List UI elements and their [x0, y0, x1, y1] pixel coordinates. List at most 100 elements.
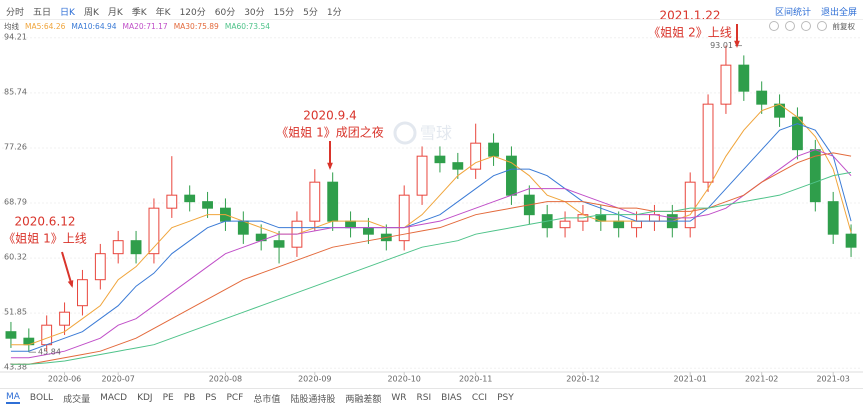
y-tick-label: 51.85	[4, 308, 27, 317]
period-tab[interactable]: 日K	[60, 7, 75, 18]
candle-body	[827, 201, 839, 235]
indicator-tab[interactable]: 成交量	[63, 394, 91, 405]
y-tick-label: 94.21	[4, 32, 27, 41]
period-tab[interactable]: 季K	[131, 7, 147, 18]
annotation-text: 2020.6.12	[14, 215, 75, 229]
indicator-tab[interactable]: PSY	[497, 393, 514, 403]
candle-body	[416, 155, 428, 196]
candle-body	[184, 194, 196, 203]
legend-entry: MA20:71.17	[122, 21, 168, 31]
watermark-icon	[393, 121, 417, 145]
indicator-tab[interactable]: PCF	[226, 393, 244, 403]
annotation-text: 《姐姐 2》上线	[648, 26, 731, 40]
indicator-tab[interactable]: PS	[205, 393, 217, 403]
indicator-tab[interactable]: BOLL	[29, 393, 54, 403]
x-tick-label: 2020-09	[298, 375, 331, 384]
indicator-tab[interactable]: RSI	[416, 393, 432, 403]
period-tabs: 分时 五日 日K 周K 月K 季K 年K 120分 60分 30分 15分 5分 1分	[6, 3, 342, 19]
period-tab[interactable]: 5分	[303, 7, 318, 18]
x-tick-label: 2021-03	[816, 375, 849, 384]
ma-legend: 均线 MA5:64.26 MA10:64.94 MA20:71.17 MA30:75.8…	[4, 20, 270, 32]
period-tab[interactable]: 60分	[214, 7, 236, 18]
x-tick-label: 2020-10	[387, 375, 420, 384]
legend-entry: MA60:73.54	[224, 21, 270, 31]
adjust-controls: 前复权	[768, 20, 856, 32]
candle-body	[94, 253, 106, 281]
candle-body	[613, 220, 625, 229]
indicator-tab[interactable]: WR	[391, 393, 407, 403]
candle-body	[720, 64, 732, 105]
indicator-tab[interactable]: CCI	[471, 393, 488, 403]
ma-line	[10, 123, 852, 352]
candle-body	[309, 181, 321, 222]
indicator-tab[interactable]: 陆股通持股	[290, 394, 336, 405]
y-tick-label: 85.74	[4, 87, 27, 96]
period-tab[interactable]: 15分	[273, 7, 295, 18]
indicator-tabs: MA BOLL 成交量 MACD KDJ PE PB PS PCF 总市值 陆股通持股 两融差额 WR R…	[0, 390, 514, 406]
candle-body	[434, 155, 446, 164]
period-tab[interactable]: 1分	[326, 7, 342, 18]
indicator-tab[interactable]: KDJ	[137, 393, 153, 403]
action-button[interactable]: 退出全屏	[820, 7, 857, 18]
x-tick-label: 2020-08	[209, 375, 242, 384]
max-marker: 93.01	[710, 41, 733, 50]
candle-body	[345, 220, 356, 229]
y-tick-label: 43.38	[4, 363, 27, 372]
x-tick-label: 2021-01	[673, 375, 706, 384]
candle-body	[488, 142, 499, 157]
y-tick-label: 60.32	[4, 253, 27, 262]
candle-body	[756, 90, 768, 105]
period-tab[interactable]: 月K	[107, 7, 123, 18]
period-tab[interactable]: 分时	[6, 7, 25, 18]
period-tab[interactable]: 30分	[244, 7, 265, 18]
ma-line	[10, 103, 852, 346]
x-tick-label: 2020-12	[566, 375, 599, 384]
ma-line	[10, 171, 852, 365]
candle-body	[506, 155, 517, 196]
indicator-tab[interactable]: BIAS	[441, 393, 462, 403]
period-tab[interactable]: 五日	[33, 7, 52, 18]
period-tab[interactable]: 周K	[83, 7, 99, 18]
candle-body	[166, 194, 178, 209]
annotation-text: 《姐姐 1》上线	[3, 232, 86, 246]
candle-body	[470, 142, 482, 170]
indicator-tab[interactable]: MA	[6, 392, 20, 404]
candle-body	[738, 64, 750, 92]
zoom-in[interactable]	[784, 21, 795, 31]
indicator-tab[interactable]: PB	[183, 393, 196, 403]
divider	[0, 388, 863, 389]
arrow-head	[327, 162, 333, 170]
indicator-tab[interactable]: MACD	[100, 393, 128, 403]
annotation-text: 《姐姐 1》成团之夜	[276, 125, 383, 140]
action-button[interactable]: 区间统计	[774, 7, 811, 18]
legend-entry: MA5:64.26	[25, 21, 66, 31]
legend-entry: MA10:64.94	[71, 21, 117, 31]
candle-body	[702, 103, 714, 183]
indicator-tab[interactable]: 总市值	[253, 394, 281, 405]
candle-body	[59, 311, 70, 326]
candle-body	[77, 279, 88, 307]
annotation-text: 2021.1.22	[659, 9, 720, 23]
adjust-mode[interactable]: 前复权	[832, 21, 856, 31]
divider	[0, 19, 863, 20]
candle-body	[845, 233, 857, 248]
ma-line	[10, 152, 852, 365]
actions: 区间统计 退出全屏	[775, 3, 857, 19]
legend-entry: MA30:75.89	[173, 21, 219, 31]
period-tab[interactable]: 120分	[179, 7, 206, 18]
x-tick-label: 2020-07	[101, 375, 134, 384]
indicator-tab[interactable]: PE	[162, 393, 174, 403]
watermark: 雪球	[420, 124, 452, 143]
prev[interactable]	[800, 21, 811, 31]
candle-body	[41, 324, 53, 346]
candle-body	[684, 181, 696, 229]
period-tab[interactable]: 年K	[155, 7, 171, 18]
y-tick-label: 77.26	[4, 142, 27, 151]
next[interactable]	[816, 21, 827, 31]
indicator-tab[interactable]: 两融差额	[345, 394, 382, 405]
zoom-out[interactable]	[768, 21, 779, 31]
ma-label: 均线	[4, 21, 19, 31]
candle-body	[148, 207, 160, 255]
min-marker: 45.84	[38, 348, 61, 357]
candle-body	[398, 194, 410, 242]
